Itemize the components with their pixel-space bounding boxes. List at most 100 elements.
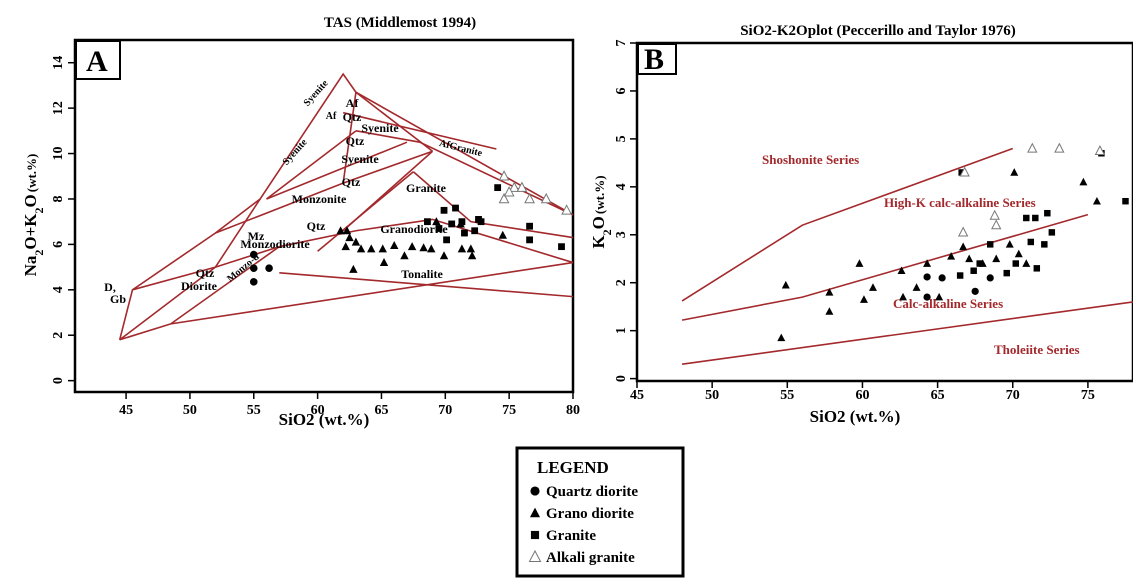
tas-data-point xyxy=(341,242,350,251)
k2o-data-point xyxy=(1023,214,1030,222)
tas-field-boundary xyxy=(170,246,280,325)
tas-field-boundary xyxy=(266,130,357,200)
k2o-y-tick-label: 1 xyxy=(614,327,629,334)
tas-data-point xyxy=(526,236,533,244)
tas-data-point xyxy=(498,192,510,204)
legend-marker xyxy=(530,530,540,540)
k2o-data-point xyxy=(1122,197,1129,205)
k2o-data-point xyxy=(971,287,979,295)
k2o-data-point xyxy=(899,292,908,301)
k2o-data-point xyxy=(1010,168,1019,176)
k2o-y-tick-label: 6 xyxy=(614,87,629,94)
k2o-data-point xyxy=(935,292,944,301)
k2o-data-point xyxy=(859,295,868,303)
tas-title: TAS (Middlemost 1994) xyxy=(324,15,476,31)
k2o-y-tick-label: 4 xyxy=(614,183,629,190)
tas-data-point xyxy=(432,217,441,226)
tas-field-label: Gb xyxy=(110,292,126,306)
tas-data-point xyxy=(345,233,354,242)
k2o-data-point xyxy=(959,166,970,177)
k2o-x-ticks: 45 50 55 60 65 70 75 xyxy=(630,381,1095,403)
tas-field-label: Syenite xyxy=(281,137,310,168)
panel-b-label: B xyxy=(644,43,664,76)
k2o-series-boundary xyxy=(681,147,1014,302)
tas-data-point xyxy=(524,192,536,204)
k2o-y-tick-label: 0 xyxy=(614,375,629,382)
tas-data-point xyxy=(540,192,552,204)
k2o-data-point xyxy=(1079,177,1088,186)
k2o-y-axis-label: K2O(wt.%) xyxy=(589,175,614,248)
k2o-data-point xyxy=(923,273,931,281)
legend-item-label: Grano diorite xyxy=(546,506,634,522)
k2o-data-point xyxy=(923,293,931,301)
tas-field-label: Af xyxy=(326,111,337,122)
tas-data-point xyxy=(249,264,258,273)
tas-data-point xyxy=(443,236,450,244)
tas-y-tick-label: 12 xyxy=(51,101,66,115)
tas-x-tick-label: 60 xyxy=(311,403,325,418)
k2o-data-point xyxy=(1033,265,1041,272)
tas-data-point xyxy=(471,227,479,235)
tas-y-tick-label: 0 xyxy=(51,377,66,384)
legend-title: LEGEND xyxy=(537,458,609,477)
legend-marker xyxy=(530,486,540,496)
legend: LEGEND Quartz diorite Grano diorite Granit… xyxy=(515,446,685,578)
panel-a-box xyxy=(75,40,121,80)
k2o-x-axis-label: SiO2 (wt.%) xyxy=(810,407,901,426)
tas-x-tick-label: 80 xyxy=(566,403,580,418)
tas-data-point xyxy=(336,226,345,235)
tas-data-point xyxy=(457,244,467,253)
k2o-data-point xyxy=(957,226,969,237)
k2o-x-tick-label: 65 xyxy=(931,388,945,403)
tas-field-label: Qtz xyxy=(346,134,365,148)
k2o-data-point xyxy=(1032,214,1039,222)
panel-a-label: A xyxy=(86,45,108,78)
k2o-data-point xyxy=(1014,249,1023,258)
k2o-data-point xyxy=(825,307,834,315)
tas-data-point xyxy=(351,237,361,246)
k2o-y-ticks: 0 1 2 3 4 5 6 7 xyxy=(614,40,637,382)
k2o-data-point xyxy=(781,280,790,289)
tas-data-point xyxy=(526,222,533,230)
k2o-data-point xyxy=(777,333,786,342)
k2o-data-point xyxy=(970,267,977,274)
tas-field-label: D, xyxy=(104,280,116,294)
k2o-data-point xyxy=(947,252,956,260)
k2o-data-point xyxy=(1022,259,1031,267)
k2o-plot-frame xyxy=(635,41,1133,383)
tas-data-point xyxy=(390,241,399,250)
tas-data-point xyxy=(249,278,258,286)
k2o-data-point xyxy=(1027,238,1035,246)
k2o-data-point xyxy=(976,260,983,267)
tas-data-point xyxy=(498,170,510,181)
tas-y-axis-label: Na2O+K2O(wt.%) xyxy=(21,154,46,277)
k2o-data-point xyxy=(1003,269,1010,277)
k2o-data-point xyxy=(855,259,864,267)
tas-field-boundary xyxy=(279,271,574,298)
tas-x-axis-label: SiO2 (wt.%) xyxy=(279,410,370,429)
legend-item-label: Alkali granite xyxy=(546,550,635,566)
k2o-data-point xyxy=(897,266,906,275)
tas-field-boundary xyxy=(266,141,408,200)
tas-y-tick-label: 8 xyxy=(51,195,66,202)
tas-data-point xyxy=(367,244,376,253)
tas-field-label: Tonalite xyxy=(401,267,443,281)
k2o-data-point xyxy=(1048,229,1056,236)
k2o-x-tick-label: 45 xyxy=(630,388,644,403)
tas-x-tick-label: 50 xyxy=(183,403,197,418)
k2o-data-point xyxy=(989,209,1000,220)
k2o-data-point xyxy=(825,288,834,296)
tas-field-label: Mz xyxy=(248,229,265,243)
legend-box xyxy=(515,446,685,578)
tas-field-label: Qtz xyxy=(307,219,326,233)
tas-data-point xyxy=(342,226,352,235)
k2o-data-point xyxy=(912,283,921,291)
k2o-data-point xyxy=(1094,145,1106,155)
k2o-x-tick-label: 50 xyxy=(705,388,719,403)
k2o-series-boundary xyxy=(681,301,1133,366)
legend-item-label: Granite xyxy=(546,528,596,544)
tas-plot-frame xyxy=(73,38,575,394)
k2o-data-points xyxy=(777,142,1129,342)
tas-data-point xyxy=(407,242,417,251)
